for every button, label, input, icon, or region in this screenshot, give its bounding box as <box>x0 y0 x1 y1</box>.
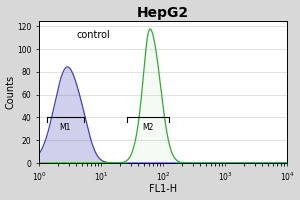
Text: M1: M1 <box>59 123 71 132</box>
Title: HepG2: HepG2 <box>137 6 189 20</box>
Text: control: control <box>76 30 110 40</box>
Y-axis label: Counts: Counts <box>6 75 16 109</box>
X-axis label: FL1-H: FL1-H <box>149 184 177 194</box>
Text: M2: M2 <box>142 123 154 132</box>
